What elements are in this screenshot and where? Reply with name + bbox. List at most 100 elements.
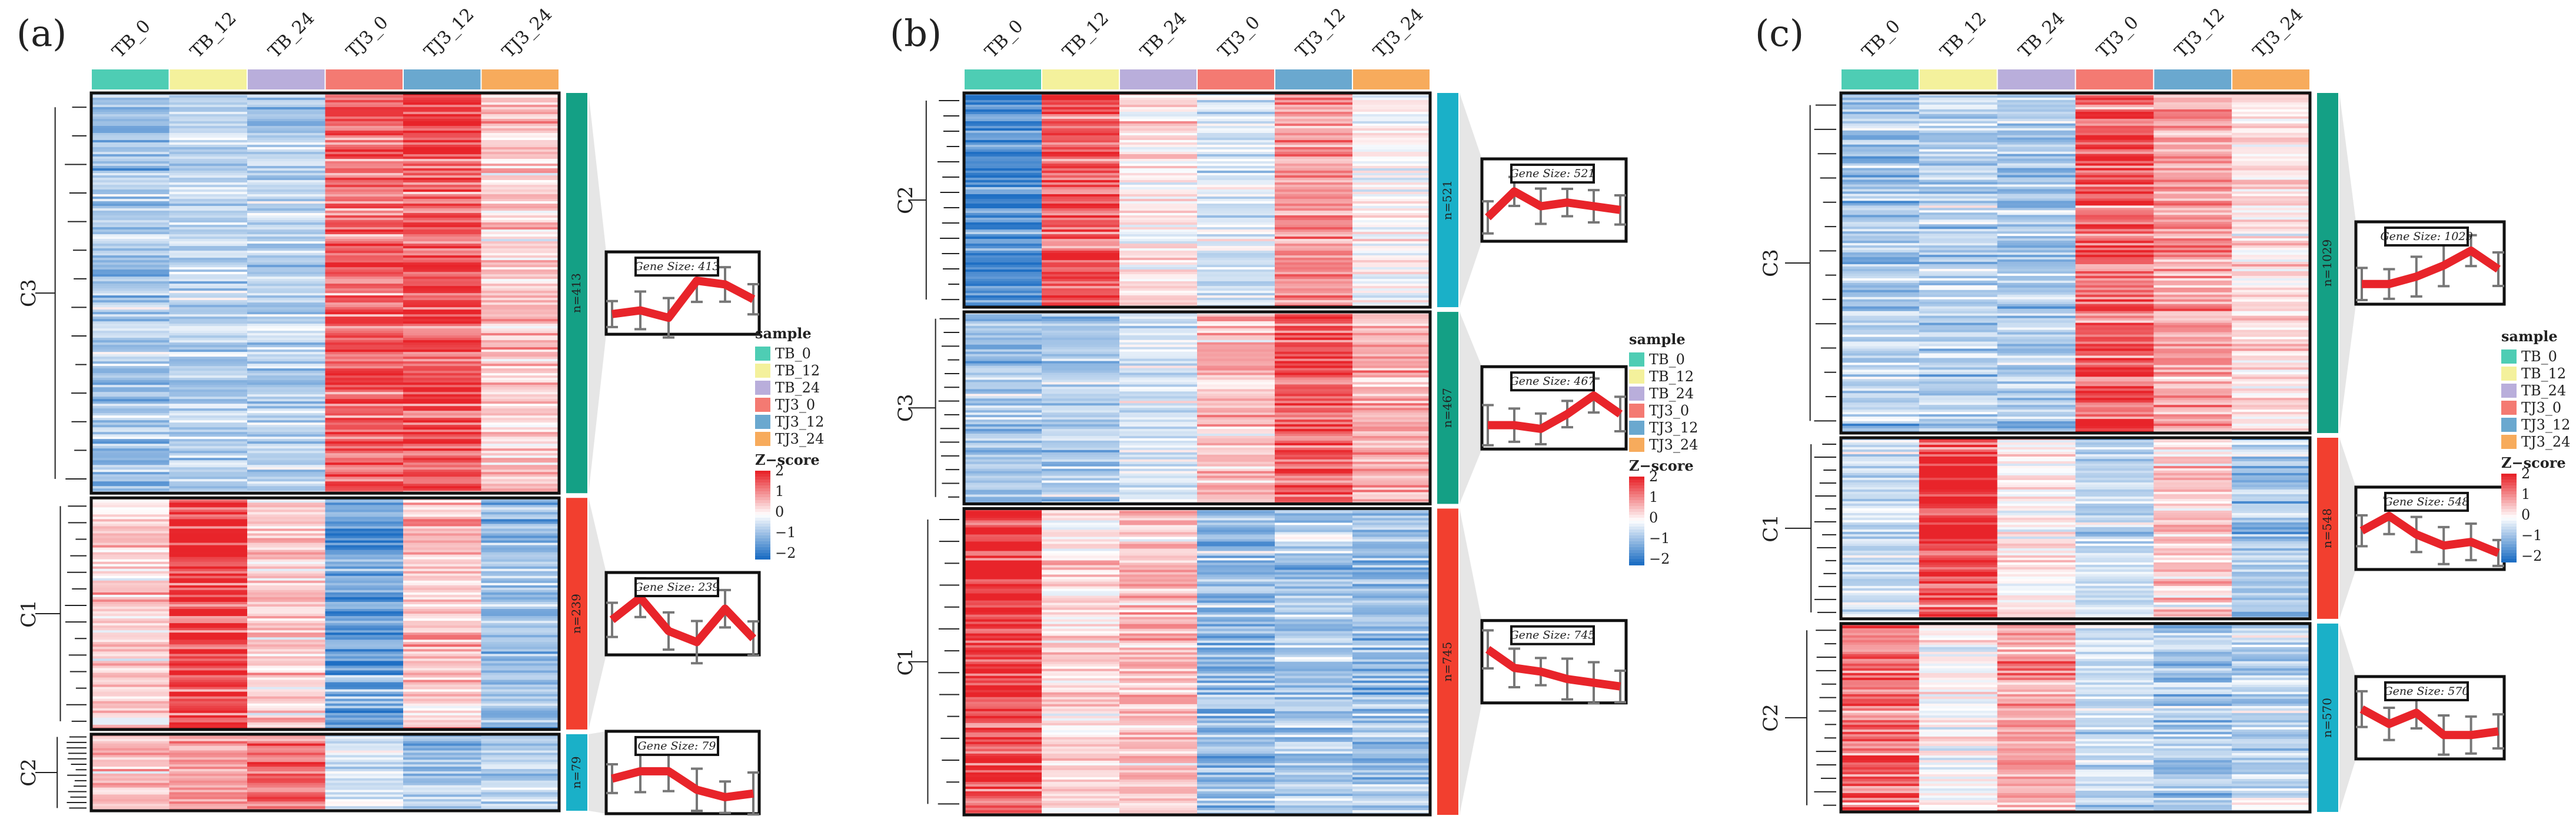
heatmap-cell bbox=[1275, 534, 1353, 538]
heatmap-cell bbox=[247, 654, 326, 657]
heatmap-cell bbox=[1997, 248, 2076, 251]
heatmap-cell bbox=[1919, 189, 1998, 192]
heatmap-cell bbox=[403, 375, 482, 378]
heatmap-cell bbox=[1119, 548, 1198, 552]
heatmap-cell bbox=[1997, 332, 2076, 335]
heatmap-cell bbox=[1275, 553, 1353, 557]
heatmap-cell bbox=[481, 335, 560, 338]
heatmap-cell bbox=[2232, 135, 2311, 138]
heatmap-cell bbox=[1119, 487, 1198, 491]
heatmap-cell bbox=[169, 470, 248, 472]
heatmap-cell bbox=[169, 804, 248, 807]
heatmap-cell bbox=[91, 206, 170, 209]
heatmap-cell bbox=[91, 470, 170, 472]
heatmap-cell bbox=[2075, 426, 2154, 429]
heatmap-cell bbox=[247, 507, 326, 510]
heatmap-cell bbox=[2232, 196, 2311, 199]
heatmap-cell bbox=[247, 281, 326, 284]
heatmap-cell bbox=[325, 392, 404, 395]
heatmap-cell bbox=[1352, 628, 1431, 632]
heatmap-cell bbox=[247, 100, 326, 103]
heatmap-cell bbox=[325, 432, 404, 435]
heatmap-cell bbox=[325, 253, 404, 256]
heatmap-cell bbox=[247, 279, 326, 282]
heatmap-cell bbox=[1352, 454, 1431, 458]
heatmap-cell bbox=[1919, 201, 1998, 204]
heatmap-cell bbox=[325, 750, 404, 754]
heatmap-cell bbox=[1919, 106, 1998, 110]
heatmap-cell bbox=[325, 100, 404, 103]
heatmap-cell bbox=[1352, 480, 1431, 484]
heatmap-cell bbox=[1919, 322, 1998, 326]
heatmap-cell bbox=[91, 573, 170, 577]
heatmap-cell bbox=[964, 279, 1042, 282]
heatmap-cell bbox=[1275, 194, 1353, 197]
heatmap-cell bbox=[1275, 435, 1353, 439]
heatmap-cell bbox=[1352, 610, 1431, 613]
heatmap-cell bbox=[1197, 121, 1275, 124]
heatmap-cell bbox=[1275, 100, 1353, 103]
heatmap-cell bbox=[1042, 593, 1120, 597]
heatmap-cell bbox=[1352, 119, 1431, 122]
heatmap-cell bbox=[325, 274, 404, 277]
heatmap-cell bbox=[1352, 810, 1431, 813]
heatmap-cell bbox=[403, 535, 482, 539]
heatmap-cell bbox=[1997, 104, 2076, 108]
heatmap-cell bbox=[169, 359, 248, 362]
heatmap-cell bbox=[91, 806, 170, 809]
heatmap-cell bbox=[1119, 492, 1198, 495]
heatmap-cell bbox=[964, 396, 1042, 399]
heatmap-cell bbox=[1119, 109, 1198, 112]
heatmap-cell bbox=[403, 540, 482, 544]
heatmap-cell bbox=[247, 573, 326, 577]
heatmap-cell bbox=[2075, 393, 2154, 396]
heatmap-cell bbox=[325, 194, 404, 197]
heatmap-cell bbox=[91, 762, 170, 765]
heatmap-cell bbox=[2075, 360, 2154, 364]
heatmap-cell bbox=[325, 380, 404, 383]
colorbar-tick-label: −2 bbox=[1649, 551, 1670, 567]
heatmap-cell bbox=[247, 710, 326, 714]
heatmap-cell bbox=[2075, 236, 2154, 239]
colorbar-segment bbox=[755, 497, 770, 501]
heatmap-cell bbox=[1119, 765, 1198, 768]
heatmap-cell bbox=[91, 300, 170, 303]
sample-strip-cell bbox=[325, 69, 403, 89]
heatmap-cell bbox=[1352, 147, 1431, 150]
heatmap-cell bbox=[91, 161, 170, 164]
heatmap-cell bbox=[2232, 449, 2311, 452]
heatmap-cell bbox=[2232, 123, 2311, 126]
heatmap-cell bbox=[91, 661, 170, 664]
heatmap-cell bbox=[964, 737, 1042, 740]
heatmap-cell bbox=[169, 632, 248, 635]
heatmap-cell bbox=[1042, 354, 1120, 357]
heatmap-cell bbox=[2232, 212, 2311, 215]
heatmap-cell bbox=[1119, 370, 1198, 374]
heatmap-cell bbox=[1275, 737, 1353, 740]
heatmap-cell bbox=[964, 323, 1042, 327]
heatmap-cell bbox=[1042, 791, 1120, 794]
heatmap-cell bbox=[1841, 198, 1920, 201]
heatmap-cell bbox=[91, 415, 170, 418]
heatmap-cell bbox=[1352, 149, 1431, 152]
heatmap-cell bbox=[247, 116, 326, 119]
heatmap-cell bbox=[964, 612, 1042, 615]
heatmap-cell bbox=[1275, 116, 1353, 119]
heatmap-cell bbox=[1275, 617, 1353, 620]
heatmap-cell bbox=[1919, 257, 1998, 260]
heatmap-cell bbox=[2153, 95, 2232, 98]
heatmap-cell bbox=[964, 265, 1042, 268]
heatmap-cell bbox=[1352, 178, 1431, 181]
heatmap-cell bbox=[1119, 767, 1198, 771]
heatmap-cell bbox=[169, 462, 248, 465]
heatmap-cell bbox=[1275, 335, 1353, 338]
heatmap-cell bbox=[247, 794, 326, 797]
heatmap-cell bbox=[1841, 440, 1920, 443]
heatmap-cell bbox=[247, 769, 326, 772]
heatmap-cell bbox=[91, 797, 170, 800]
heatmap-cell bbox=[1352, 157, 1431, 159]
heatmap-cell bbox=[1042, 95, 1120, 98]
heatmap-cell bbox=[1997, 346, 2076, 349]
heatmap-cell bbox=[1919, 334, 1998, 338]
heatmap-cell bbox=[964, 410, 1042, 413]
